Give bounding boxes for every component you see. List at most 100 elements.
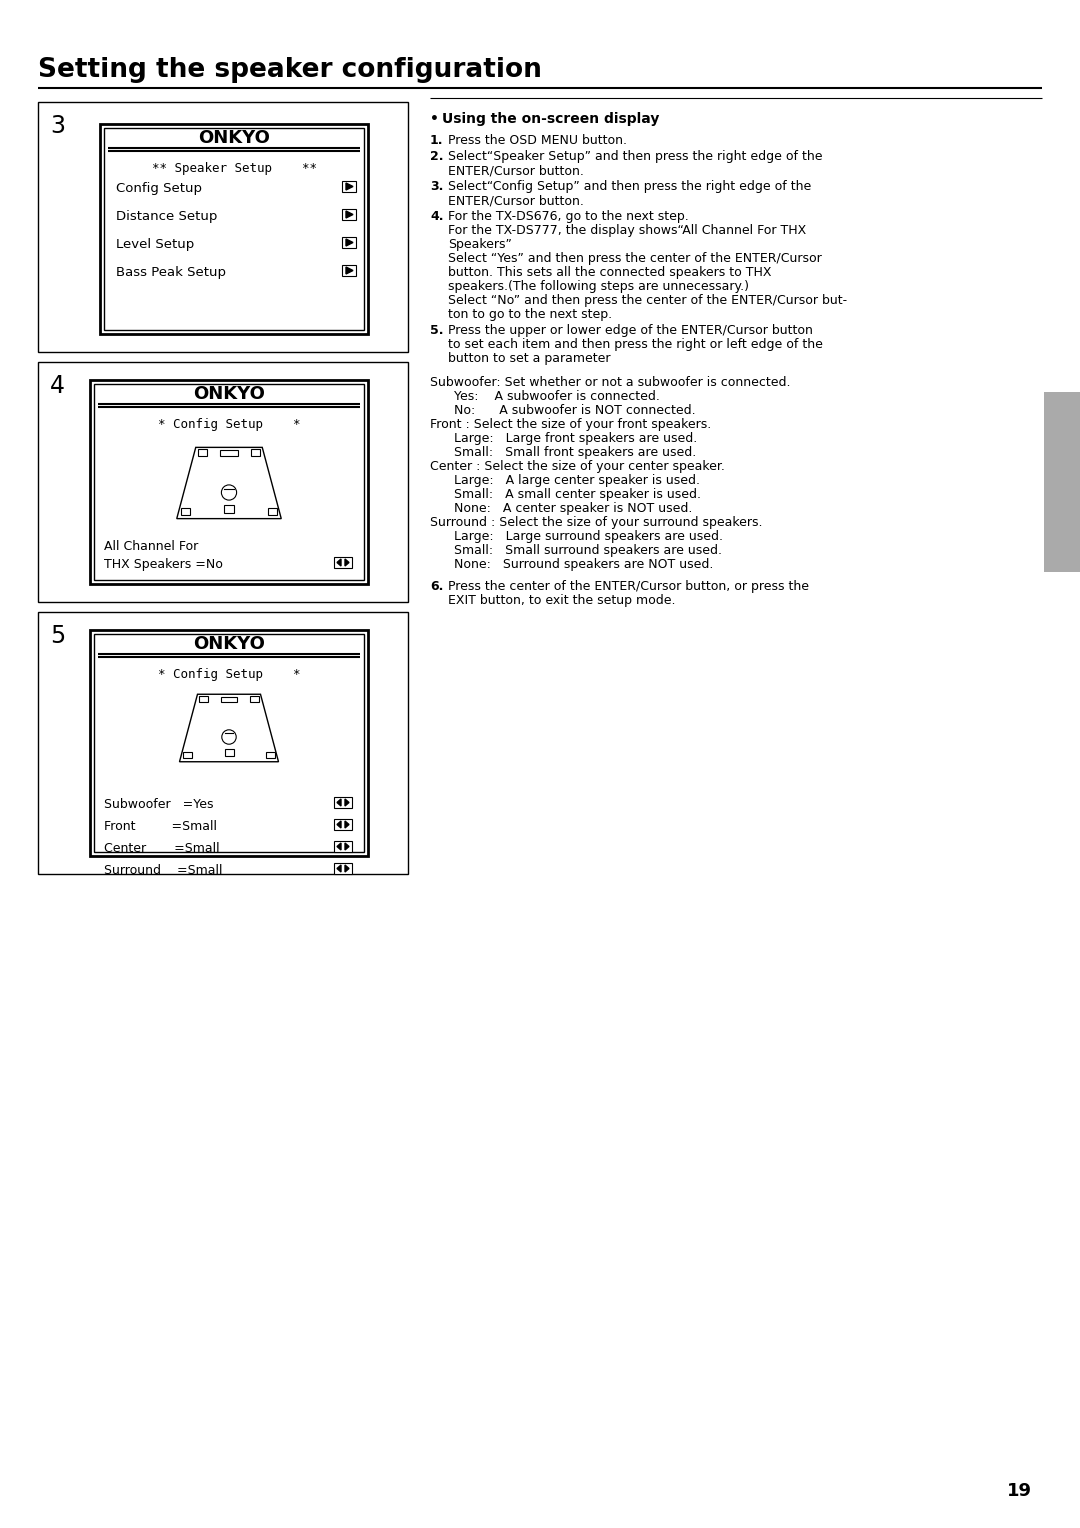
Text: Distance Setup: Distance Setup — [116, 209, 217, 223]
Text: 6.: 6. — [430, 581, 444, 593]
Bar — [104, 128, 364, 330]
Text: Select“Speaker Setup” and then press the right edge of the: Select“Speaker Setup” and then press the… — [448, 150, 823, 163]
Text: Select “Yes” and then press the center of the ENTER/Cursor: Select “Yes” and then press the center o… — [448, 252, 822, 264]
Text: 4: 4 — [50, 374, 65, 397]
Bar — [220, 451, 238, 455]
Text: speakers.(The following steps are unnecessary.): speakers.(The following steps are unnece… — [448, 280, 750, 293]
Text: Speakers”: Speakers” — [448, 238, 512, 251]
Text: ONKYO: ONKYO — [193, 636, 265, 652]
Text: Small:   Small surround speakers are used.: Small: Small surround speakers are used. — [454, 544, 723, 558]
Text: 3: 3 — [50, 115, 65, 138]
Bar — [334, 840, 352, 853]
Text: No:      A subwoofer is NOT connected.: No: A subwoofer is NOT connected. — [454, 403, 696, 417]
Bar — [198, 449, 207, 455]
Text: THX Speakers =No: THX Speakers =No — [104, 558, 222, 571]
Text: button to set a parameter: button to set a parameter — [448, 351, 610, 365]
Text: Subwoofer   =Yes: Subwoofer =Yes — [104, 798, 214, 811]
Bar — [342, 237, 356, 248]
Bar — [100, 124, 368, 335]
Text: Front         =Small: Front =Small — [104, 821, 217, 833]
Text: Small:   Small front speakers are used.: Small: Small front speakers are used. — [454, 446, 697, 458]
Text: Select “No” and then press the center of the ENTER/Cursor but-: Select “No” and then press the center of… — [448, 293, 847, 307]
Bar — [225, 506, 233, 513]
Bar — [94, 384, 364, 581]
Text: •: • — [430, 112, 444, 125]
Text: Config Setup: Config Setup — [116, 182, 202, 196]
Bar — [90, 630, 368, 856]
Text: Surround : Select the size of your surround speakers.: Surround : Select the size of your surro… — [430, 516, 762, 529]
Polygon shape — [337, 865, 341, 872]
Polygon shape — [337, 799, 341, 805]
Text: Surround    =Small: Surround =Small — [104, 863, 222, 877]
Text: Large:   A large center speaker is used.: Large: A large center speaker is used. — [454, 474, 700, 487]
Text: ENTER/Cursor button.: ENTER/Cursor button. — [448, 163, 584, 177]
Bar — [180, 509, 190, 515]
Bar — [200, 697, 208, 703]
Polygon shape — [345, 843, 349, 850]
Text: ton to go to the next step.: ton to go to the next step. — [448, 309, 612, 321]
Text: None:   Surround speakers are NOT used.: None: Surround speakers are NOT used. — [454, 558, 714, 571]
Bar — [268, 509, 278, 515]
Text: ENTER/Cursor button.: ENTER/Cursor button. — [448, 194, 584, 206]
Polygon shape — [337, 559, 341, 565]
Text: * Config Setup    *: * Config Setup * — [158, 419, 300, 431]
Bar — [334, 558, 352, 568]
Text: 5.: 5. — [430, 324, 444, 338]
Text: Press the center of the ENTER/Cursor button, or press the: Press the center of the ENTER/Cursor but… — [448, 581, 809, 593]
Text: Bass Peak Setup: Bass Peak Setup — [116, 266, 226, 280]
Text: 5: 5 — [50, 623, 65, 648]
Text: For the TX-DS777, the display shows“All Channel For THX: For the TX-DS777, the display shows“All … — [448, 225, 807, 237]
Text: 2.: 2. — [430, 150, 444, 163]
Polygon shape — [179, 694, 279, 762]
Text: to set each item and then press the right or left edge of the: to set each item and then press the righ… — [448, 338, 823, 351]
Bar — [334, 819, 352, 830]
Text: Press the upper or lower edge of the ENTER/Cursor button: Press the upper or lower edge of the ENT… — [448, 324, 813, 338]
Text: Level Setup: Level Setup — [116, 238, 194, 251]
Text: Using the on-screen display: Using the on-screen display — [442, 112, 660, 125]
Polygon shape — [337, 843, 341, 850]
Text: 19: 19 — [1007, 1482, 1032, 1500]
Text: Small:   A small center speaker is used.: Small: A small center speaker is used. — [454, 487, 701, 501]
Text: For the TX-DS676, go to the next step.: For the TX-DS676, go to the next step. — [448, 209, 689, 223]
Text: ONKYO: ONKYO — [198, 128, 270, 147]
Bar — [184, 752, 192, 758]
Polygon shape — [346, 238, 353, 246]
Bar — [342, 180, 356, 193]
Text: Setting the speaker configuration: Setting the speaker configuration — [38, 57, 542, 83]
Text: Center : Select the size of your center speaker.: Center : Select the size of your center … — [430, 460, 725, 474]
Text: 4.: 4. — [430, 209, 444, 223]
Bar — [94, 634, 364, 853]
Bar — [334, 863, 352, 874]
Bar — [249, 697, 259, 703]
Text: EXIT button, to exit the setup mode.: EXIT button, to exit the setup mode. — [448, 594, 675, 607]
Text: All Channel For: All Channel For — [104, 539, 199, 553]
Text: Large:   Large front speakers are used.: Large: Large front speakers are used. — [454, 432, 698, 445]
Bar — [266, 752, 275, 758]
Text: button. This sets all the connected speakers to THX: button. This sets all the connected spea… — [448, 266, 771, 280]
Bar — [334, 798, 352, 808]
Bar — [38, 362, 408, 602]
Bar — [1044, 393, 1080, 571]
Bar — [38, 613, 408, 874]
Text: Press the OSD MENU button.: Press the OSD MENU button. — [448, 134, 627, 147]
Text: ONKYO: ONKYO — [193, 385, 265, 403]
Polygon shape — [346, 267, 353, 274]
Bar — [225, 749, 233, 756]
Polygon shape — [346, 183, 353, 189]
Text: None:   A center speaker is NOT used.: None: A center speaker is NOT used. — [454, 503, 692, 515]
Text: Front : Select the size of your front speakers.: Front : Select the size of your front sp… — [430, 419, 712, 431]
Text: ** Speaker Setup    **: ** Speaker Setup ** — [151, 162, 316, 176]
Bar — [221, 697, 238, 703]
Polygon shape — [345, 799, 349, 805]
Polygon shape — [346, 211, 353, 219]
Polygon shape — [345, 821, 349, 828]
Polygon shape — [177, 448, 281, 518]
Text: Yes:    A subwoofer is connected.: Yes: A subwoofer is connected. — [454, 390, 660, 403]
Bar — [342, 264, 356, 277]
Text: Select“Config Setup” and then press the right edge of the: Select“Config Setup” and then press the … — [448, 180, 811, 193]
Polygon shape — [345, 865, 349, 872]
Bar — [342, 209, 356, 220]
Text: 1.: 1. — [430, 134, 444, 147]
Text: 3.: 3. — [430, 180, 444, 193]
Bar — [90, 380, 368, 584]
